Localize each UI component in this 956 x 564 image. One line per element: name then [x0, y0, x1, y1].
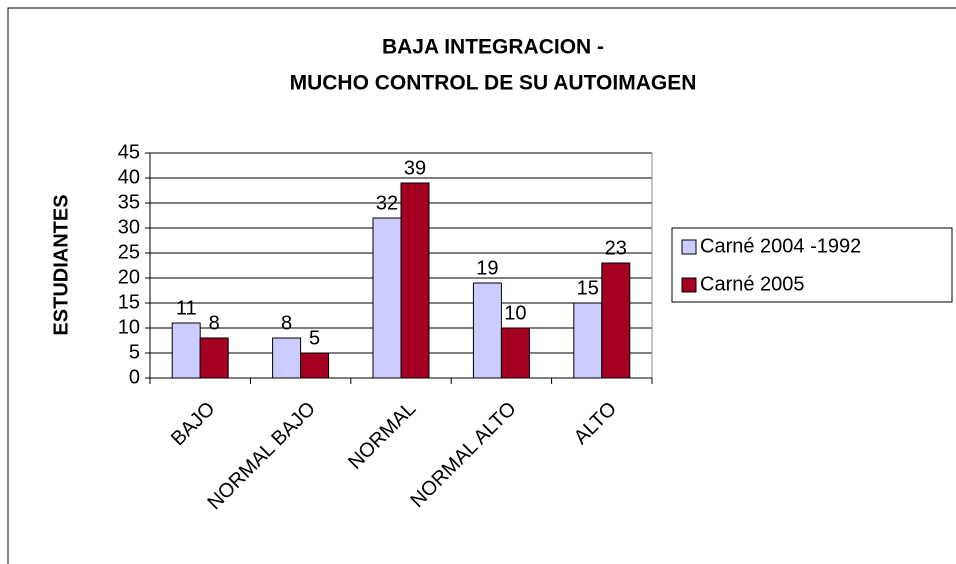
data-label: 8: [281, 312, 292, 334]
chart-title: MUCHO CONTROL DE SU AUTOIMAGEN: [290, 72, 697, 95]
data-label: 10: [504, 302, 526, 324]
data-label: 8: [209, 312, 220, 334]
y-tick-label: 10: [118, 316, 140, 338]
bar: [601, 262, 631, 379]
data-label: 19: [476, 257, 498, 279]
bar: [400, 182, 430, 379]
y-tick-label: 15: [118, 291, 140, 313]
bar: [372, 217, 402, 379]
chart-border: [7, 7, 956, 564]
x-tick-label: NORMAL ALTO: [406, 398, 520, 512]
chart-title: BAJA INTEGRACION -: [382, 36, 604, 59]
y-tick-label: 5: [129, 341, 140, 363]
y-tick-label: 25: [118, 241, 140, 263]
y-tick-label: 0: [129, 366, 140, 388]
x-tick-label: BAJO: [167, 398, 220, 451]
bar: [171, 322, 201, 379]
data-label: 32: [376, 192, 398, 214]
x-tick-label: NORMAL BAJO: [203, 398, 319, 514]
data-label: 11: [176, 297, 197, 319]
bar: [573, 302, 603, 379]
bar: [272, 337, 302, 379]
x-tick-label: NORMAL: [344, 398, 420, 474]
y-tick-label: 45: [118, 141, 140, 163]
data-label: 39: [404, 157, 426, 179]
data-label: 23: [605, 237, 627, 259]
y-tick-label: 20: [118, 266, 140, 288]
y-tick-label: 30: [118, 216, 140, 238]
legend-label: Carné 2005: [700, 273, 805, 295]
legend-swatch: [681, 239, 697, 255]
y-axis-label: ESTUDIANTES: [50, 194, 72, 335]
x-tick-label: ALTO: [570, 398, 621, 449]
y-tick-label: 35: [118, 191, 140, 213]
bar: [199, 337, 229, 379]
data-label: 5: [309, 327, 320, 349]
bar: [472, 282, 502, 379]
legend-box: [671, 227, 953, 303]
bar: [300, 352, 330, 379]
bar: [500, 327, 530, 379]
legend-swatch: [681, 277, 697, 293]
data-label: 15: [577, 277, 599, 299]
legend-label: Carné 2004 -1992: [700, 235, 861, 257]
y-tick-label: 40: [118, 166, 140, 188]
